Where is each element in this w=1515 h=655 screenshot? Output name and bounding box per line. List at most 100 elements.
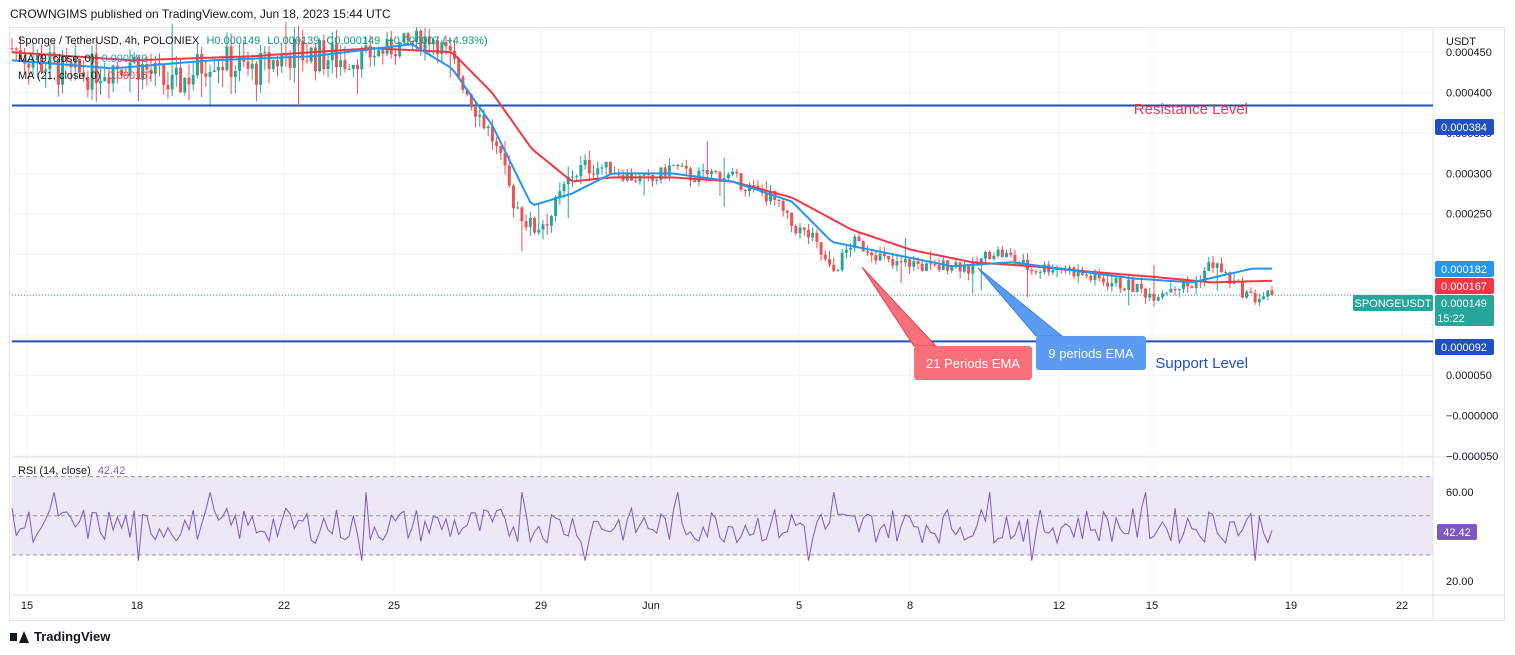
candle-body [798,227,802,234]
candle-body [967,266,971,274]
candle-body [1207,262,1211,271]
candle-body [90,53,94,90]
candle-body [823,254,827,260]
candle-body [111,65,115,84]
candle-body [204,73,208,77]
rsi-line[interactable] [11,492,1273,561]
rsi-value-badge: 42.42 [1437,524,1477,540]
candle-body [305,60,309,62]
candle-body [225,46,229,71]
candle-body [457,58,461,77]
candle-body [427,36,431,45]
ema9-callout-text: 9 periods EMA [1048,346,1134,361]
candle-body [887,256,890,260]
candle-body [1173,289,1177,291]
symbol-title[interactable]: Sponge / TetherUSD, 4h, POLONIEX [18,35,200,47]
candle-body [693,180,697,183]
ma9-line[interactable] [11,43,1272,284]
candle-body [1076,269,1080,277]
price-axis-ticks[interactable]: 0.0004500.0004000.0003500.0003000.000250… [1446,47,1498,463]
candle-body [988,251,992,260]
candle-body [482,114,486,129]
candlesticks [10,21,1274,307]
candle-body [996,249,1000,256]
candle-body [254,63,258,85]
candle-body [128,62,132,76]
candle-body [120,69,124,76]
candle-body [1072,267,1076,277]
ohlc-close: C0.000149 [326,35,381,47]
candle-body [1169,289,1173,293]
candle-body [288,55,292,68]
candle-body [1135,283,1139,292]
symbol-badge: SPONGEUSDT [1353,295,1433,311]
candle-body [436,40,440,55]
candle-body [339,60,343,68]
candle-body [680,165,684,167]
candle-body [271,60,275,70]
ema21-callout[interactable] [914,346,1032,380]
legend-rsi-row[interactable]: RSI (14, close) 42.42 [18,465,125,477]
resistance-price-badge: 0.000384 [1435,119,1494,135]
candle-body [65,55,69,62]
candle-body [840,252,844,271]
candle-body [1118,277,1122,289]
ma21-value: 0.000167 [107,70,154,82]
candle-body [579,165,583,177]
candle-body [891,259,895,266]
candle-body [549,216,553,226]
ema9-callout[interactable] [1036,336,1146,370]
candle-body [174,67,178,75]
ma21-line[interactable] [11,47,1273,284]
candle-body [899,261,903,263]
candle-body [238,57,242,71]
candle-body [297,39,301,41]
candle-body [1182,282,1185,289]
candle-body [1148,293,1152,298]
candle-body [710,171,714,175]
time-tick: 15 [1146,600,1158,612]
legend-symbol-row: Sponge / TetherUSD, 4h, POLONIEX H0.0001… [18,35,488,47]
legend-ma21-row[interactable]: MA (21, close, 0) 0.000167 [18,70,154,82]
time-tick: 5 [796,600,802,612]
candle-body [136,56,140,80]
candle-body [861,240,865,252]
candle-body [528,218,532,228]
candle-body [954,262,958,267]
candle-body [61,55,65,85]
candle-body [233,70,237,77]
candle-body [857,236,861,241]
candle-body [343,60,347,70]
candle-body [326,60,330,70]
time-axis-labels[interactable]: 15 18 22 25 29 Jun 5 8 12 15 19 22 [21,600,1408,612]
candle-body [356,64,360,70]
candle-body [794,225,798,234]
candle-body [667,165,671,176]
candle-body [1219,263,1223,273]
candle-body [562,184,566,192]
legend-ma9-row[interactable]: MA (9, close, 0) 0.000182 [18,53,147,65]
candle-body [924,263,928,271]
time-tick: 15 [21,600,33,612]
ema21-callout-pointer [861,266,938,347]
candle-body [1106,282,1110,287]
candle-body [503,152,507,166]
candle-body [1156,297,1160,301]
candle-body [903,259,907,263]
candle-body [1038,272,1042,274]
candle-body [912,261,916,267]
candle-body [1051,270,1055,273]
candle-body [516,207,520,209]
ma21-label: MA (21, close, 0) [18,70,101,82]
candle-body [752,185,756,187]
candle-body [486,126,490,129]
candle-body [170,74,174,90]
svg-text:42.42: 42.42 [1443,527,1471,539]
candle-body [149,69,153,74]
tradingview-brand: TradingView [34,629,111,644]
candle-body [212,70,216,72]
candle-body [811,232,815,238]
tradingview-footer[interactable]: TradingView [10,629,110,644]
candle-body [267,52,271,70]
